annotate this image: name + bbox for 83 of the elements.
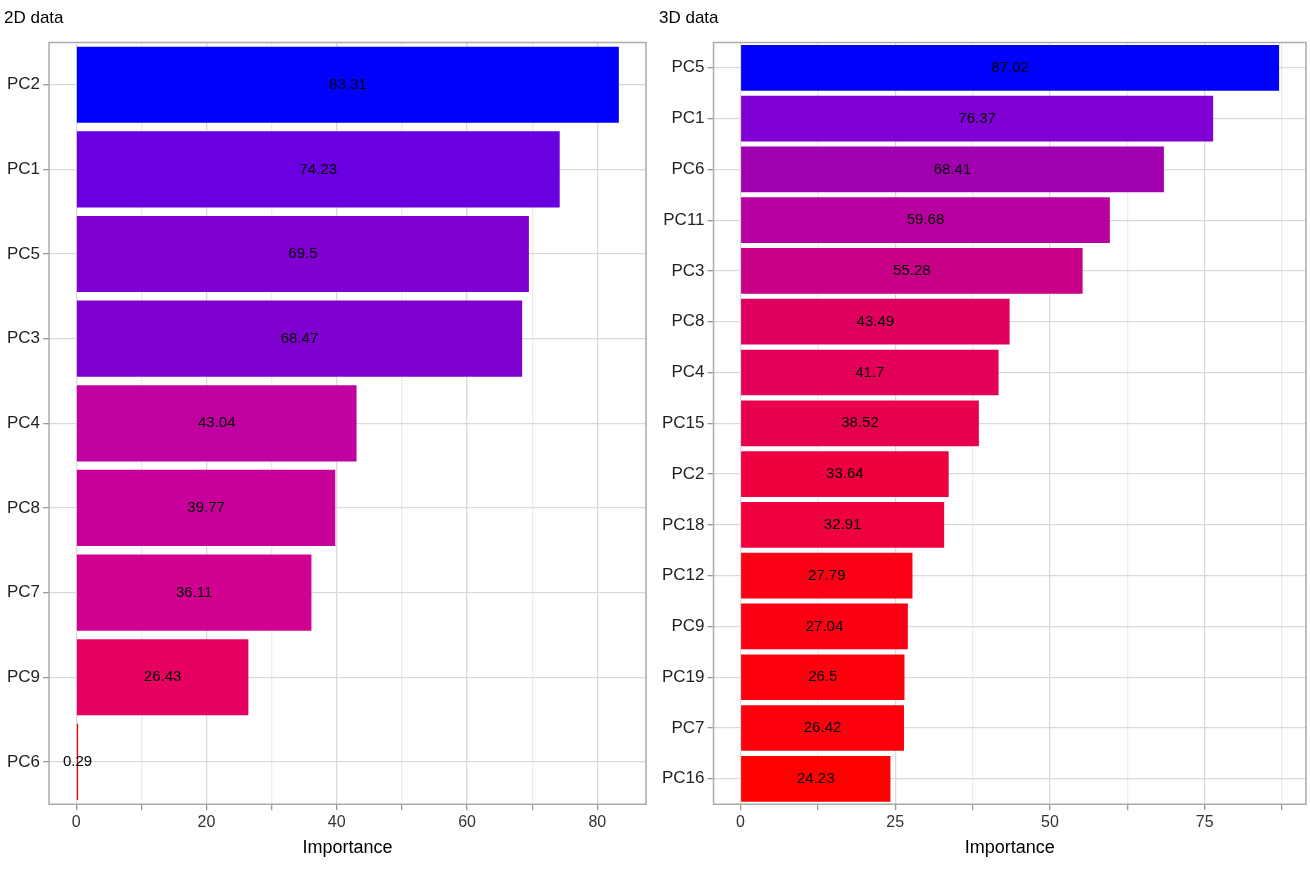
y-tick-label: PC2 xyxy=(6,74,41,94)
y-tick-label: PC6 xyxy=(671,159,705,179)
bar xyxy=(741,197,1110,244)
bar xyxy=(76,554,312,631)
y-tick-label: PC9 xyxy=(6,666,41,686)
y-tick-label: PC8 xyxy=(671,311,705,331)
data-label: 33.64 xyxy=(826,464,864,482)
x-tick-label: 80 xyxy=(588,813,607,831)
y-tick-label: PC11 xyxy=(663,209,705,229)
data-label: 26.5 xyxy=(808,667,838,685)
x-axis-title: Importance xyxy=(964,837,1055,858)
data-label: 24.23 xyxy=(796,768,835,786)
x-tick-label: 40 xyxy=(327,813,346,831)
data-label: 68.41 xyxy=(933,159,972,177)
y-tick-label: PC4 xyxy=(6,412,41,432)
data-label: 39.77 xyxy=(187,498,225,516)
bar xyxy=(76,300,523,377)
bar xyxy=(741,44,1280,91)
bar xyxy=(741,502,945,548)
bar xyxy=(741,451,949,497)
bar xyxy=(76,385,357,462)
y-tick-label: PC8 xyxy=(6,497,41,517)
y-tick-label: PC16 xyxy=(661,768,705,788)
data-label: 55.28 xyxy=(893,261,931,279)
data-label: 27.04 xyxy=(805,616,844,634)
y-tick-label: PC4 xyxy=(671,362,705,382)
y-tick-label: PC7 xyxy=(671,717,705,737)
data-label: 27.79 xyxy=(808,565,846,583)
chart-title: 3D data xyxy=(659,7,720,27)
x-tick-label: 25 xyxy=(886,813,905,831)
data-label: 41.7 xyxy=(855,362,885,380)
data-label: 74.23 xyxy=(299,159,338,177)
bar xyxy=(76,639,249,716)
data-label: 36.11 xyxy=(175,582,213,600)
bar xyxy=(741,95,1214,142)
y-tick-label: PC15 xyxy=(661,412,705,432)
y-tick-label: PC3 xyxy=(6,328,41,348)
y-tick-label: PC3 xyxy=(671,260,705,280)
data-label: 83.31 xyxy=(329,74,367,92)
y-tick-label: PC18 xyxy=(661,514,705,534)
bar xyxy=(741,298,1010,345)
y-tick-label: PC19 xyxy=(661,666,705,686)
x-tick-label: 75 xyxy=(1195,813,1214,831)
bar xyxy=(76,469,336,547)
bar xyxy=(76,131,560,208)
data-label: 87.02 xyxy=(991,57,1029,75)
data-label: 26.42 xyxy=(803,718,842,736)
y-tick-label: PC1 xyxy=(671,108,705,128)
data-label: 68.47 xyxy=(280,328,319,346)
data-label: 76.37 xyxy=(958,108,996,126)
data-label: 43.04 xyxy=(197,413,236,431)
data-label: 38.52 xyxy=(841,413,879,431)
bar xyxy=(741,705,904,751)
y-tick-label: PC12 xyxy=(661,565,705,585)
x-tick-label: 20 xyxy=(197,813,216,831)
bar xyxy=(741,146,1164,193)
bar xyxy=(741,400,979,447)
bar xyxy=(741,349,999,396)
bar xyxy=(741,248,1083,294)
chart-title: 2D data xyxy=(4,7,65,27)
data-label: 43.49 xyxy=(856,311,895,329)
y-tick-label: PC7 xyxy=(6,582,41,602)
x-tick-label: 50 xyxy=(1041,813,1059,831)
bar xyxy=(76,215,529,293)
y-tick-label: PC5 xyxy=(6,243,41,263)
x-axis-title: Importance xyxy=(302,837,393,858)
bar xyxy=(741,755,891,802)
bar xyxy=(741,654,905,701)
bar xyxy=(741,603,908,650)
bar xyxy=(741,552,913,599)
data-label: 59.68 xyxy=(906,210,945,228)
x-tick-label: 60 xyxy=(458,813,477,831)
y-tick-label: PC5 xyxy=(671,57,705,77)
data-label: 32.91 xyxy=(823,515,862,533)
y-tick-label: PC9 xyxy=(671,616,705,636)
data-label: 26.43 xyxy=(143,667,182,685)
y-tick-label: PC1 xyxy=(6,159,41,179)
y-tick-label: PC6 xyxy=(6,751,41,771)
y-tick-label: PC2 xyxy=(671,463,705,483)
data-label: 69.5 xyxy=(288,244,318,262)
x-tick-label: 0 xyxy=(736,813,745,831)
bar xyxy=(76,46,619,123)
x-tick-label: 0 xyxy=(71,813,81,831)
